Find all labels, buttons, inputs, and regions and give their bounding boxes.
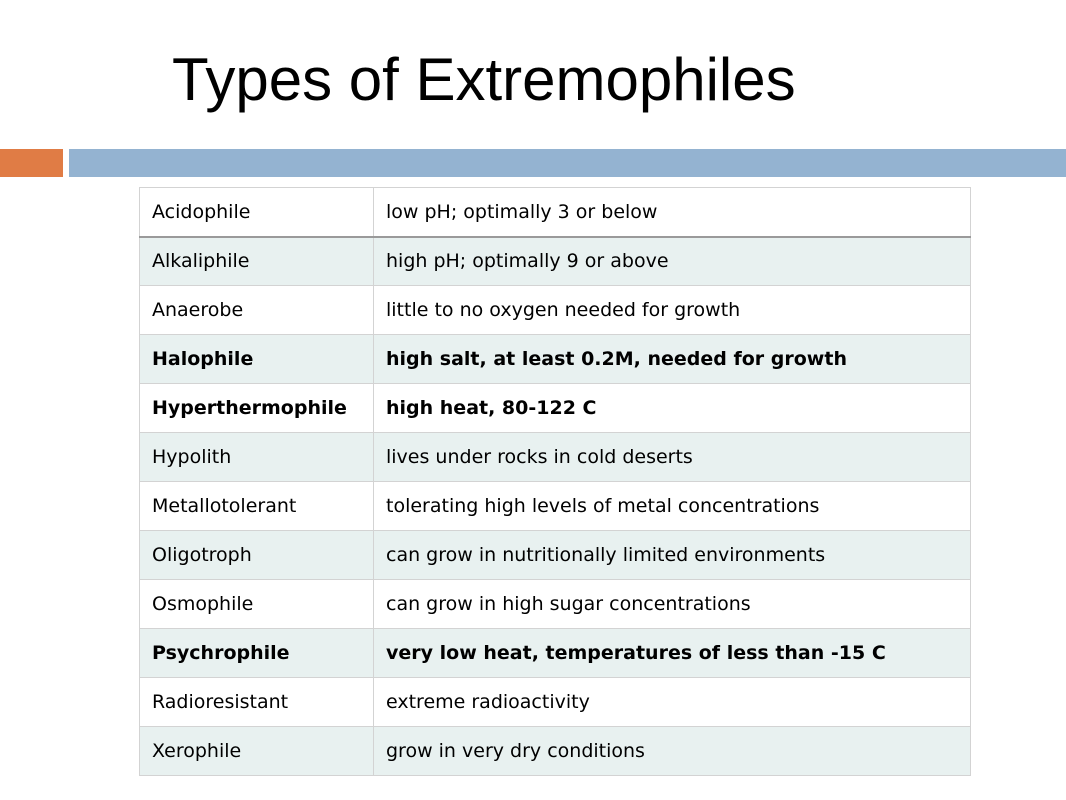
accent-bar-blue (69, 149, 1066, 177)
extremophile-description-cell: lives under rocks in cold deserts (373, 432, 971, 482)
extremophile-description-cell: can grow in nutritionally limited enviro… (373, 530, 971, 580)
slide-title: Types of Extremophiles (172, 46, 796, 113)
extremophile-name-cell: Halophile (139, 334, 374, 384)
extremophile-name-cell: Acidophile (139, 187, 374, 238)
table-row: Metallotolerant tolerating high levels o… (139, 481, 971, 531)
table-row: Hyperthermophile high heat, 80-122 C (139, 383, 971, 433)
extremophile-description-cell: little to no oxygen needed for growth (373, 285, 971, 335)
extremophile-description-cell: high heat, 80-122 C (373, 383, 971, 433)
extremophile-name-cell: Hyperthermophile (139, 383, 374, 433)
extremophile-description-cell: grow in very dry conditions (373, 726, 971, 776)
extremophile-name-cell: Oligotroph (139, 530, 374, 580)
extremophile-description-cell: tolerating high levels of metal concentr… (373, 481, 971, 531)
extremophile-description-cell: extreme radioactivity (373, 677, 971, 727)
table-row: Alkaliphile high pH; optimally 9 or abov… (139, 236, 971, 286)
extremophile-name-cell: Metallotolerant (139, 481, 374, 531)
table-row: Anaerobe little to no oxygen needed for … (139, 285, 971, 335)
extremophile-description-cell: high pH; optimally 9 or above (373, 236, 971, 286)
extremophile-name-cell: Psychrophile (139, 628, 374, 678)
table-row: Acidophile low pH; optimally 3 or below (139, 187, 971, 238)
table-row: Xerophile grow in very dry conditions (139, 726, 971, 776)
extremophile-name-cell: Osmophile (139, 579, 374, 629)
extremophile-description-cell: high salt, at least 0.2M, needed for gro… (373, 334, 971, 384)
table-row: Psychrophile very low heat, temperatures… (139, 628, 971, 678)
extremophile-name-cell: Xerophile (139, 726, 374, 776)
table-row: Oligotroph can grow in nutritionally lim… (139, 530, 971, 580)
table-row: Hypolith lives under rocks in cold deser… (139, 432, 971, 482)
extremophile-name-cell: Radioresistant (139, 677, 374, 727)
extremophile-description-cell: low pH; optimally 3 or below (373, 187, 971, 238)
table-row: Radioresistant extreme radioactivity (139, 677, 971, 727)
extremophile-name-cell: Alkaliphile (139, 236, 374, 286)
table-row: Halophile high salt, at least 0.2M, need… (139, 334, 971, 384)
extremophiles-table: Acidophile low pH; optimally 3 or below … (139, 187, 971, 776)
table-row: Osmophile can grow in high sugar concent… (139, 579, 971, 629)
extremophile-description-cell: can grow in high sugar concentrations (373, 579, 971, 629)
extremophile-description-cell: very low heat, temperatures of less than… (373, 628, 971, 678)
extremophile-name-cell: Anaerobe (139, 285, 374, 335)
extremophile-name-cell: Hypolith (139, 432, 374, 482)
accent-bar-orange (0, 149, 63, 177)
